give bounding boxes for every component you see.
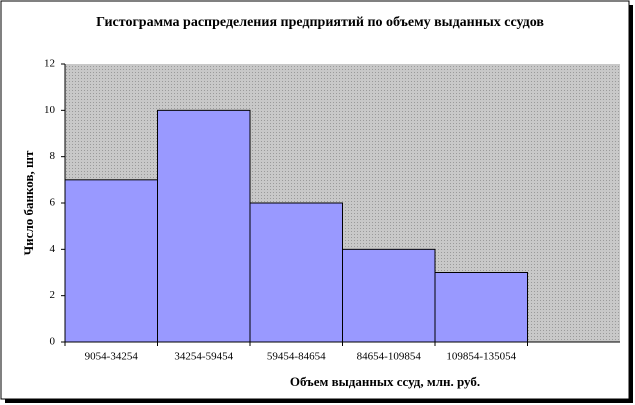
y-tick-label: 2 — [50, 289, 56, 301]
y-tick-label: 6 — [50, 197, 56, 209]
y-tick-label: 12 — [44, 58, 55, 70]
x-tick-label: 9054-34254 — [85, 351, 139, 363]
bar — [64, 179, 158, 343]
y-tick-label: 0 — [50, 336, 56, 348]
y-axis-label: Число банков, шт — [21, 150, 36, 255]
x-axis-label: Объем выданных ссуд, млн. руб. — [290, 374, 480, 389]
y-tick-label: 4 — [50, 243, 56, 255]
x-tick-label: 84654-109854 — [357, 351, 422, 363]
x-tick-label: 109854-135054 — [446, 351, 516, 363]
x-tick-label: 59454-84654 — [267, 351, 326, 363]
y-tick-label: 10 — [44, 104, 56, 116]
y-tick-label: 8 — [50, 150, 56, 162]
bar — [157, 109, 251, 343]
bar — [342, 248, 436, 343]
bar — [434, 272, 528, 343]
x-tick-label: 34254-59454 — [174, 351, 233, 363]
chart-title: Гистограмма распределения предприятий по… — [96, 15, 544, 30]
bar — [249, 202, 343, 343]
